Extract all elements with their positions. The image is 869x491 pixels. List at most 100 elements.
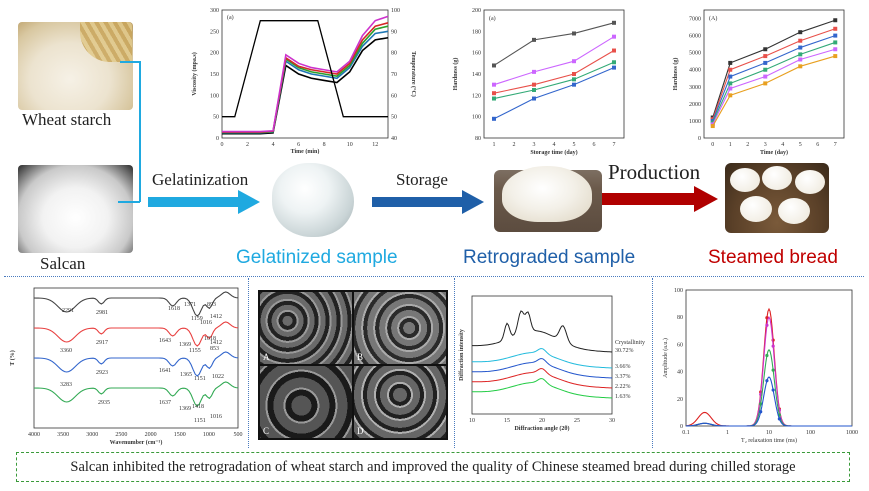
y-tick-label: 180	[472, 29, 481, 35]
gelatinization-label: Gelatinization	[152, 170, 249, 189]
x-tick-label: 3	[533, 142, 536, 148]
data-point	[798, 38, 803, 43]
peak-label: 3283	[60, 382, 72, 388]
production-label: Production	[608, 160, 701, 184]
series-line	[493, 61, 615, 100]
data-point	[759, 402, 763, 406]
y2-tick-label: 60	[391, 93, 397, 99]
peak-label: 2981	[96, 310, 108, 316]
x-tick-label: 10	[766, 430, 772, 436]
xrd-pattern-line	[471, 310, 613, 353]
peak-label: 1412	[210, 340, 222, 346]
x-tick-label: 2	[746, 142, 749, 148]
data-point	[771, 344, 775, 348]
plot-frame	[33, 287, 239, 429]
y-tick-label: 100	[472, 115, 481, 121]
x-tick-label: 20	[539, 418, 545, 424]
x-tick-label: 10	[469, 418, 475, 424]
plot-frame	[471, 295, 613, 415]
viscosity-series-line	[222, 15, 389, 133]
divider-3	[652, 278, 653, 448]
peak-label: 1369	[179, 406, 191, 412]
x-tick-label: 2500	[115, 432, 127, 438]
data-point	[765, 353, 769, 358]
viscosity-series-line	[222, 30, 389, 134]
y-tick-label: 5000	[689, 51, 701, 57]
gelatinized-sample-caption: Gelatinized sample	[236, 247, 398, 268]
data-point	[833, 40, 838, 45]
x-tick-label: 1000	[846, 430, 858, 436]
data-point	[833, 18, 838, 23]
series-line	[493, 22, 615, 66]
x-tick-label: 1500	[174, 432, 186, 438]
peak-label: 1643	[159, 338, 171, 344]
peak-label: 1016	[200, 320, 212, 326]
data-point	[728, 67, 733, 72]
y-tick-label: 20	[677, 397, 683, 403]
summary-text: Salcan inhibited the retrogradation of w…	[70, 458, 796, 475]
y-tick-label: 6000	[689, 34, 701, 40]
data-point	[612, 48, 616, 53]
plot-frame	[483, 9, 625, 139]
data-point	[763, 47, 768, 52]
y-axis-label: Diffraction intensity	[459, 329, 465, 381]
x-tick-label: 25	[574, 418, 580, 424]
panel-tag: (a)	[489, 15, 496, 22]
x-tick-label: 100	[806, 430, 815, 436]
peak-label: 1412	[210, 314, 222, 320]
data-point	[572, 31, 576, 36]
series-line	[493, 36, 615, 86]
x-axis-label: Diffraction angle (2θ)	[514, 425, 569, 432]
x-tick-label: 8	[323, 142, 326, 148]
xrd-pattern-line	[471, 348, 613, 369]
panel-tag: (A)	[709, 15, 717, 22]
x-tick-label: 500	[234, 432, 243, 438]
series-line	[493, 50, 615, 94]
pasting-viscosity-chart: 0 50 100 150 200 250 300 40 50 60 70 80 90 100 0 2 4 6 8 10…	[191, 8, 416, 154]
peak-label: 1018	[204, 336, 216, 342]
peak-label: 1155	[189, 348, 201, 354]
y-tick-label: 0	[216, 136, 219, 142]
data-point	[798, 52, 803, 57]
viscosity-series-line	[222, 36, 389, 135]
data-point	[492, 63, 496, 68]
data-point	[763, 74, 768, 79]
y-axis-label: Hardness (g)	[452, 58, 459, 91]
sem-image-c: C	[260, 366, 352, 438]
y-tick-label: 40	[677, 370, 683, 376]
bracket-connector	[118, 61, 141, 203]
sem-grid: A B C D	[258, 290, 448, 440]
y-tick-label: 60	[677, 342, 683, 348]
gelatinization-arrow	[148, 190, 260, 214]
x-tick-label: 3	[764, 142, 767, 148]
data-point	[728, 60, 733, 65]
y-tick-label: 1000	[689, 119, 701, 125]
lf-nmr-chart: 0.1 1 10 100 1000 0 20 40 60 80 100 T₂ relaxation t…	[662, 288, 858, 444]
y-tick-label: 7000	[689, 17, 701, 23]
crystallinity-label: 1.63%	[615, 394, 631, 400]
peak-label: 1369	[179, 342, 191, 348]
peak-label: 1641	[159, 368, 171, 374]
ftir-spectrum-line	[33, 351, 239, 377]
peak-label: 1365	[180, 372, 192, 378]
data-point	[532, 37, 536, 42]
y2-tick-label: 40	[391, 136, 397, 142]
data-point	[833, 47, 838, 52]
peak-label: 1151	[194, 376, 206, 382]
ftir-spectrum-line	[33, 291, 239, 317]
data-point	[572, 59, 576, 64]
peak-label: 2917	[96, 340, 108, 346]
data-point	[798, 45, 803, 50]
sem-label-a: A	[263, 352, 270, 362]
plot-frame	[703, 9, 845, 139]
bun-4	[740, 196, 772, 222]
series-line	[712, 55, 836, 127]
y-tick-label: 2000	[689, 102, 701, 108]
data-point	[492, 96, 496, 101]
data-point	[710, 124, 715, 129]
x-tick-label: 6	[297, 142, 300, 148]
x-tick-label: 1	[729, 142, 732, 148]
xrd-pattern-line	[471, 368, 613, 389]
y2-tick-label: 80	[391, 51, 397, 57]
x-axis-label: Storage time (day)	[530, 149, 577, 156]
